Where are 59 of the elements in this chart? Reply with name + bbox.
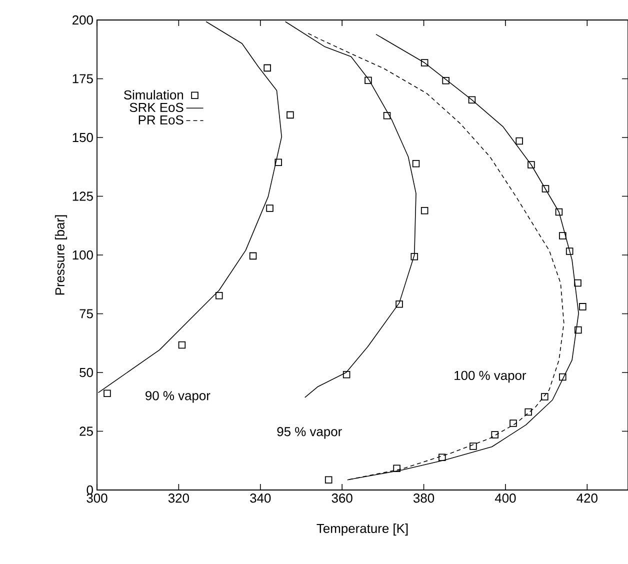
point	[420, 206, 428, 214]
point	[528, 161, 535, 168]
point	[516, 137, 523, 145]
point	[249, 252, 257, 260]
x-axis-title: Temperature [K]	[316, 524, 408, 536]
annotation: 90 % vapor	[146, 391, 210, 403]
x-tick-label: 340	[250, 494, 271, 503]
point	[574, 279, 582, 287]
point	[559, 232, 566, 240]
point	[566, 248, 574, 255]
point	[579, 303, 586, 310]
legend-label: SRK EoS	[130, 102, 184, 112]
point	[442, 76, 450, 84]
y-tick-label: 75	[80, 309, 93, 318]
x-tick-label: 360	[332, 494, 352, 503]
point	[470, 442, 477, 450]
point	[559, 373, 566, 381]
point	[420, 59, 428, 66]
point	[555, 208, 563, 216]
point	[178, 341, 186, 349]
y-tick-label: 50	[80, 368, 93, 378]
y-tick-label: 25	[80, 426, 93, 436]
x-tick-label: 400	[494, 494, 516, 503]
point	[542, 185, 550, 192]
point	[215, 292, 223, 300]
point	[491, 431, 498, 438]
x-tick-label: 420	[576, 494, 598, 503]
annotation: 95 % vapor	[277, 427, 342, 439]
point	[324, 476, 332, 484]
point	[438, 454, 446, 461]
point	[510, 420, 517, 427]
point	[574, 326, 582, 334]
y-axis-title: Pressure [bar]	[54, 215, 68, 295]
point	[468, 96, 476, 104]
x-tick-label: 320	[168, 494, 189, 503]
point	[396, 300, 403, 308]
legend-label: Simulation	[124, 90, 184, 100]
point	[393, 464, 400, 472]
point	[104, 390, 111, 398]
point	[266, 204, 274, 212]
point	[274, 158, 282, 166]
point	[286, 111, 294, 119]
point	[412, 160, 420, 168]
y-tick-label: 200	[72, 15, 93, 25]
point	[364, 76, 372, 84]
annotation: 100 % vapor	[454, 370, 526, 383]
point	[410, 253, 418, 260]
y-tick-label: 125	[72, 192, 93, 201]
x-tick-label: 380	[413, 494, 434, 503]
legend-label: PR EoS	[138, 115, 184, 125]
point	[524, 408, 532, 416]
y-tick-label: 150	[72, 132, 93, 142]
y-tick-label: 175	[72, 74, 93, 84]
x-tick-label: 300	[86, 494, 108, 503]
point	[383, 112, 391, 120]
y-tick-label: 100	[72, 250, 93, 260]
point	[541, 393, 548, 400]
point	[342, 370, 350, 378]
point	[264, 64, 271, 72]
